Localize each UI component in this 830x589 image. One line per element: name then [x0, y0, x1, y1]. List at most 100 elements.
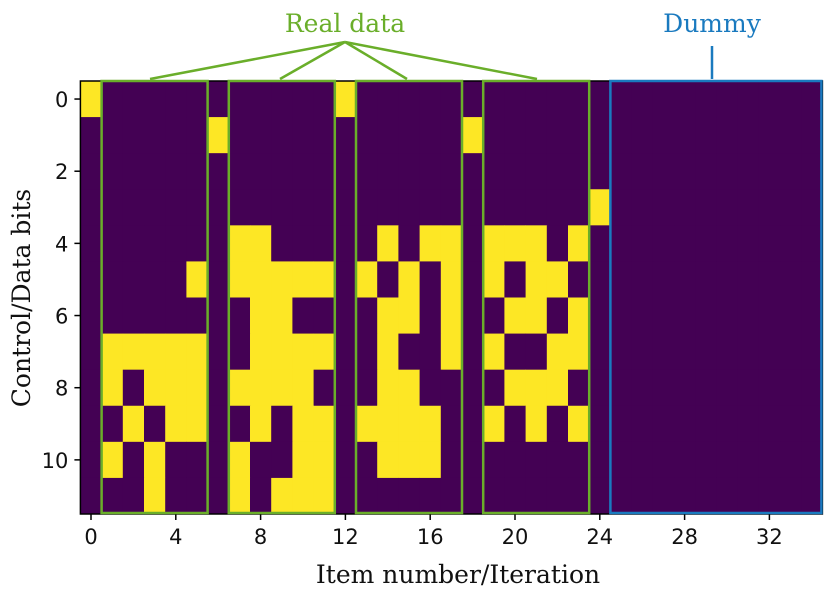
- cell: [674, 189, 696, 226]
- cell: [207, 117, 230, 154]
- cell: [631, 189, 654, 226]
- cell: [80, 441, 102, 479]
- cell: [652, 441, 675, 479]
- cell: [504, 333, 526, 371]
- cell: [398, 189, 420, 226]
- cell: [207, 225, 230, 262]
- cell: [525, 333, 548, 371]
- cell: [462, 81, 484, 118]
- cell: [483, 225, 505, 262]
- cell: [377, 117, 399, 154]
- cell: [101, 405, 124, 443]
- cell: [271, 333, 293, 371]
- cell: [780, 153, 802, 190]
- cell: [313, 153, 336, 190]
- cell: [652, 477, 675, 515]
- cell: [631, 297, 654, 334]
- cell: [674, 225, 696, 262]
- cell: [568, 333, 590, 371]
- cell: [525, 477, 548, 515]
- cell: [207, 297, 230, 334]
- cell: [610, 153, 632, 190]
- cell: [568, 225, 590, 262]
- cell: [758, 297, 781, 334]
- cell: [334, 225, 357, 262]
- cell: [801, 189, 823, 226]
- cell: [695, 117, 717, 154]
- cell: [292, 477, 314, 515]
- cell: [207, 153, 230, 190]
- cell: [292, 225, 314, 262]
- cell: [122, 261, 145, 298]
- cell: [292, 189, 314, 226]
- cell: [165, 333, 187, 371]
- cell: [144, 477, 166, 515]
- cell: [419, 369, 442, 407]
- annotation-line: [279, 40, 346, 81]
- cell: [737, 405, 760, 443]
- cell: [356, 441, 378, 479]
- cell: [271, 153, 293, 190]
- cell: [758, 189, 781, 226]
- cell: [292, 81, 314, 118]
- cell: [631, 81, 654, 118]
- cell: [101, 117, 124, 154]
- cell: [165, 441, 187, 479]
- cell: [716, 441, 738, 479]
- cell: [250, 117, 272, 154]
- heatmap: [80, 81, 823, 515]
- cell: [546, 117, 569, 154]
- cell: [80, 297, 102, 334]
- cell: [186, 477, 208, 515]
- cell: [610, 81, 632, 118]
- cell: [589, 261, 611, 298]
- cell: [419, 153, 442, 190]
- cell: [313, 261, 336, 298]
- cell: [780, 477, 802, 515]
- cell: [631, 261, 654, 298]
- cell: [504, 117, 526, 154]
- cell: [546, 297, 569, 334]
- cell: [228, 477, 251, 515]
- x-tick-label: 12: [332, 525, 359, 549]
- cell: [695, 333, 717, 371]
- cell: [674, 117, 696, 154]
- cell: [292, 405, 314, 443]
- cell: [610, 261, 632, 298]
- cell: [610, 477, 632, 515]
- cell: [780, 333, 802, 371]
- cell: [271, 297, 293, 334]
- cell: [356, 297, 378, 334]
- y-axis-label: Control/Data bits: [7, 189, 36, 407]
- cell: [228, 441, 251, 479]
- cell: [292, 441, 314, 479]
- cell: [122, 189, 145, 226]
- x-tick-label: 24: [586, 525, 613, 549]
- cell: [271, 261, 293, 298]
- cell: [313, 297, 336, 334]
- cell: [101, 369, 124, 407]
- cell: [716, 333, 738, 371]
- cell: [631, 333, 654, 371]
- cell: [440, 225, 463, 262]
- cell: [144, 81, 166, 118]
- cell: [462, 189, 484, 226]
- cell: [165, 153, 187, 190]
- cell: [716, 477, 738, 515]
- cell: [398, 261, 420, 298]
- cell: [271, 477, 293, 515]
- cell: [462, 441, 484, 479]
- overlay: [74, 40, 824, 520]
- cell: [398, 369, 420, 407]
- cell: [144, 405, 166, 443]
- cell: [758, 405, 781, 443]
- cell: [144, 225, 166, 262]
- cell: [780, 225, 802, 262]
- annotation-line: [344, 40, 408, 81]
- cell: [525, 225, 548, 262]
- cell: [695, 225, 717, 262]
- cell: [440, 153, 463, 190]
- cell: [377, 333, 399, 371]
- cell: [122, 369, 145, 407]
- cell: [462, 117, 484, 154]
